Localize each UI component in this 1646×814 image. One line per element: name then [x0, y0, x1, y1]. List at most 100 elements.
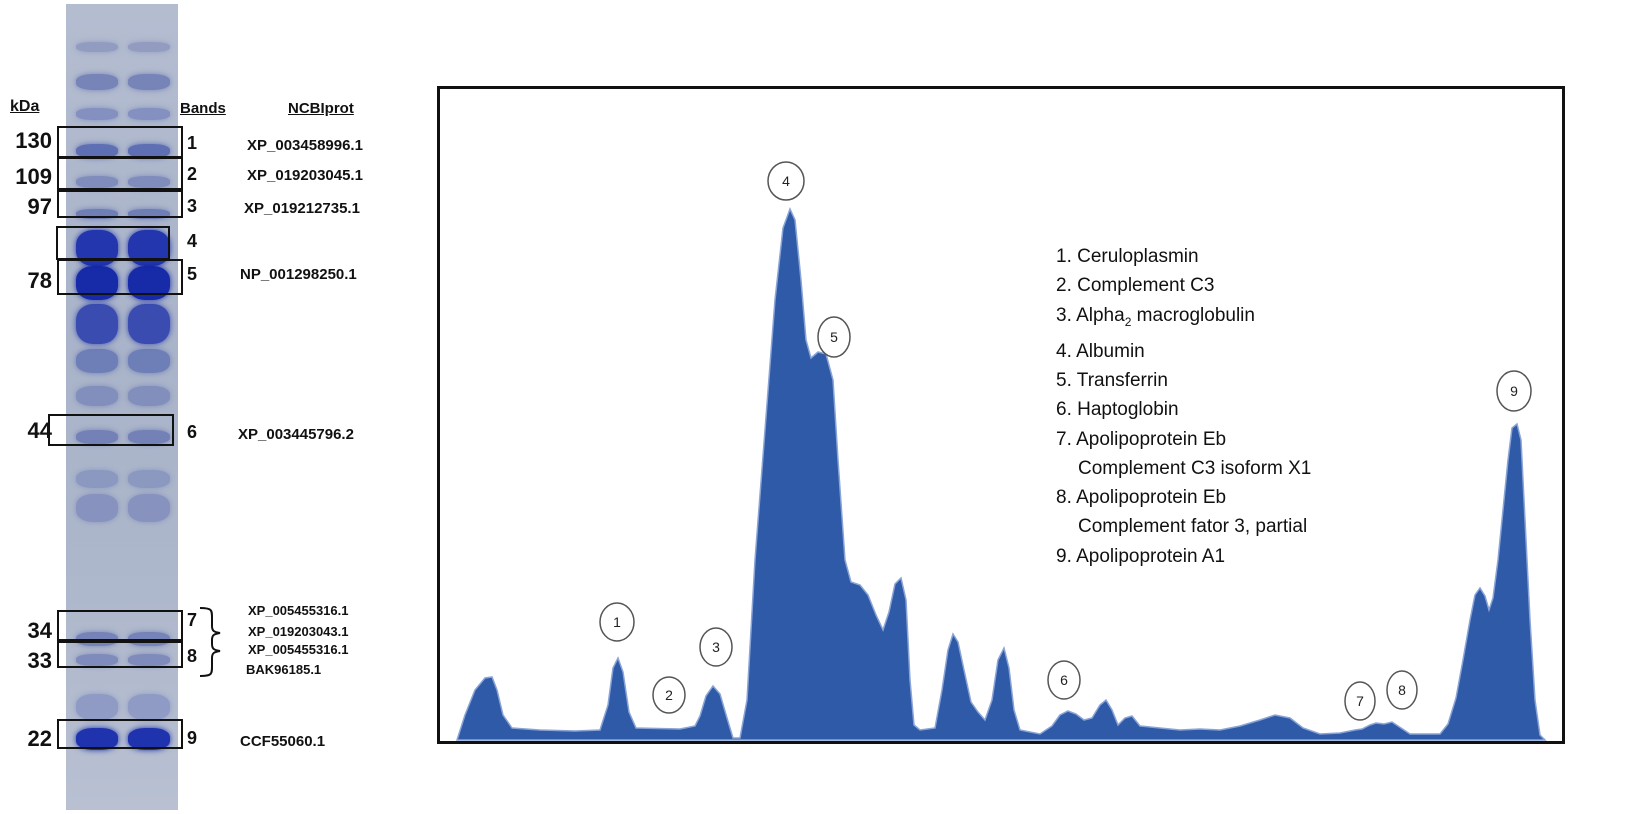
peak-marker-circle: [652, 676, 686, 714]
band-number-1: 1: [187, 133, 198, 153]
kda-label-33: 33: [27, 648, 52, 673]
gel-band-blob: [76, 108, 118, 120]
band-number-8: 8: [187, 646, 198, 666]
accession-band-9: CCF55060.1: [240, 733, 326, 750]
kda-label-130: 130: [15, 128, 52, 153]
band-box-6: [48, 414, 174, 446]
gel-band-blob: [128, 694, 170, 720]
gel-band-blob: [76, 494, 118, 522]
peak-markers: 1 2 3 4 5 6 7 8 9: [599, 161, 1532, 721]
gel-band-blob: [128, 728, 170, 750]
peak-marker-3: 3: [699, 627, 733, 667]
band-number-5: 5: [187, 264, 198, 284]
peak-marker-label: 8: [1398, 682, 1406, 698]
brace-bands-7-8: [199, 607, 221, 677]
legend-item-6: 6. Haptoglobin: [1056, 399, 1179, 421]
gel-band-blob: [128, 349, 170, 373]
accession-band-2: XP_019203045.1: [247, 167, 363, 184]
gel-band-blob: [128, 176, 170, 188]
gel-band-blob: [128, 494, 170, 522]
legend-item-8-line2: Complement fator 3, partial: [1078, 516, 1308, 538]
legend-item-5: 5. Transferrin: [1056, 369, 1168, 391]
gel-band-blob: [76, 74, 118, 90]
band-number-9: 9: [187, 728, 198, 748]
protein-legend: 1. Ceruloplasmin 2. Complement C3 3. Alp…: [1056, 242, 1311, 571]
band-number-6: 6: [187, 422, 198, 442]
gel-band-blob: [128, 654, 170, 666]
band-box-7: [57, 610, 183, 641]
gel-band-blob: [76, 728, 118, 750]
gel-band-blob: [128, 430, 170, 444]
gel-strip: [66, 4, 178, 810]
gel-band-blob: [76, 176, 118, 188]
accession-band-7b: XP_019203043.1: [248, 624, 349, 639]
legend-item-8: 8. Apolipoprotein Eb: [1056, 487, 1227, 509]
kda-label-44: 44: [27, 418, 52, 443]
legend-item-2: 2. Complement C3: [1056, 275, 1215, 297]
gel-band-blob: [128, 470, 170, 488]
gel-band-blob: [128, 209, 170, 219]
gel-band-blob: [76, 470, 118, 488]
accession-band-3: XP_019212735.1: [244, 200, 360, 217]
peak-marker-7: 7: [1344, 681, 1376, 721]
peak-marker-9: 9: [1496, 370, 1532, 412]
peak-marker-label: 2: [665, 687, 673, 703]
gel-band-blob: [76, 430, 118, 444]
peak-marker-circle: [817, 316, 851, 358]
profile-area: [455, 207, 1547, 741]
band-number-3: 3: [187, 196, 198, 216]
band-number-2: 2: [187, 164, 198, 184]
peak-marker-label: 5: [830, 329, 838, 345]
kda-label-78: 78: [27, 268, 52, 293]
peak-marker-6: 6: [1047, 660, 1081, 700]
band-box-3: [57, 190, 183, 218]
gel-band-blob: [76, 144, 118, 158]
kda-label-34: 34: [27, 618, 52, 643]
peak-marker-circle: [699, 627, 733, 667]
band-box-9: [57, 719, 183, 749]
gel-band-blob: [128, 304, 170, 344]
band-number-7: 7: [187, 610, 198, 630]
bands-header: Bands: [180, 100, 226, 117]
peak-marker-4: 4: [767, 161, 805, 201]
band-box-8: [57, 641, 183, 668]
gel-band-blob: [76, 209, 118, 219]
peak-marker-label: 3: [712, 639, 720, 655]
accession-band-1: XP_003458996.1: [247, 137, 363, 154]
legend-item-1: 1. Ceruloplasmin: [1056, 246, 1199, 267]
peak-marker-circle: [1496, 370, 1532, 412]
accession-band-5: NP_001298250.1: [240, 266, 357, 283]
gel-band-blob: [76, 694, 118, 720]
brace-8: [199, 640, 221, 677]
gel-band-blob: [128, 108, 170, 120]
peak-marker-circle: [767, 161, 805, 201]
brace-7: [199, 607, 221, 644]
ncbi-header: NCBIprot: [288, 100, 354, 117]
peak-marker-label: 7: [1356, 693, 1364, 709]
peak-marker-label: 1: [613, 614, 621, 630]
legend-item-4: 4. Albumin: [1056, 340, 1145, 362]
peak-marker-label: 4: [782, 173, 790, 189]
peak-marker-circle: [1344, 681, 1376, 721]
peak-marker-1: 1: [599, 602, 635, 642]
kda-label-109: 109: [15, 164, 52, 189]
peak-marker-circle: [599, 602, 635, 642]
peak-marker-label: 6: [1060, 672, 1068, 688]
gel-band-blob: [128, 42, 170, 52]
peak-marker-2: 2: [652, 676, 686, 714]
accession-band-8a: XP_005455316.1: [248, 642, 349, 657]
kda-label-22: 22: [27, 726, 52, 751]
peak-marker-circle: [1047, 660, 1081, 700]
accession-band-6: XP_003445796.2: [238, 426, 354, 443]
gel-band-blob: [76, 386, 118, 406]
peak-marker-circle: [1386, 670, 1418, 710]
legend-item-7: 7. Apolipoprotein Eb: [1056, 428, 1227, 450]
legend-item-3: 3. Alpha2 macroglobulin: [1056, 304, 1255, 329]
accession-band-8b: BAK96185.1: [246, 662, 322, 677]
peak-marker-5: 5: [817, 316, 851, 358]
band-number-4: 4: [187, 231, 198, 251]
legend-item-9: 9. Apolipoprotein A1: [1056, 545, 1226, 567]
kda-label-97: 97: [27, 194, 52, 219]
gel-band-blob: [76, 654, 118, 666]
